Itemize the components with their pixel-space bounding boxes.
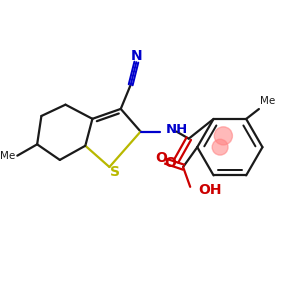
Text: O: O xyxy=(164,156,176,170)
Text: NH: NH xyxy=(166,123,188,136)
Circle shape xyxy=(212,139,228,155)
Text: O: O xyxy=(155,151,167,165)
Text: OH: OH xyxy=(199,183,222,197)
Text: S: S xyxy=(110,165,119,179)
Text: N: N xyxy=(130,49,142,63)
Text: Me: Me xyxy=(0,151,15,161)
Circle shape xyxy=(214,127,232,145)
Text: Me: Me xyxy=(260,96,276,106)
